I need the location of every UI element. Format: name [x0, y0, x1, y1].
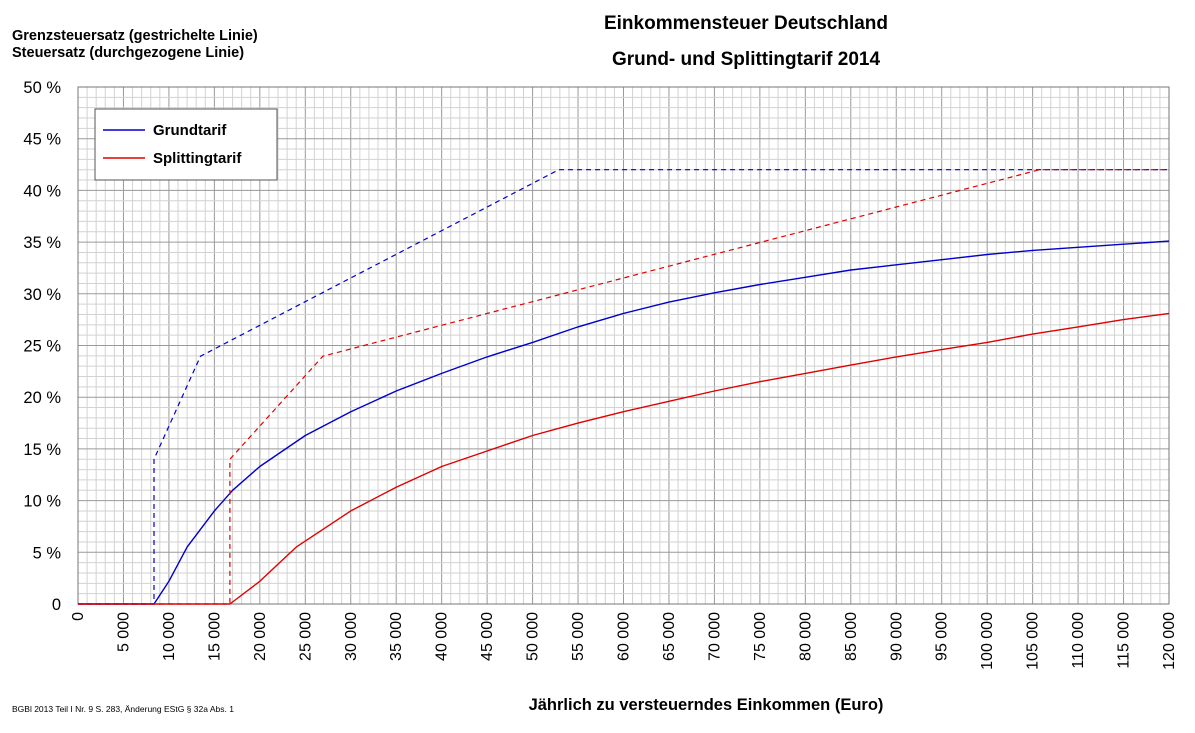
- y-label-marginal-rate: Grenzsteuersatz (gestrichelte Linie): [12, 28, 258, 44]
- x-tick-label: 120 000: [1161, 612, 1178, 670]
- x-tick-label: 100 000: [979, 612, 996, 670]
- x-tick-label: 110 000: [1070, 612, 1087, 669]
- chart-grid: [77, 86, 1170, 605]
- x-tick-label: 40 000: [434, 612, 451, 661]
- x-tick-label: 60 000: [616, 612, 633, 661]
- x-tick-label: 115 000: [1116, 612, 1133, 669]
- x-tick-label: 90 000: [888, 612, 905, 661]
- series-line-average-splittingtarif: [78, 312, 1170, 605]
- x-tick-label: 65 000: [661, 612, 678, 661]
- y-tick-label: 30 %: [23, 286, 61, 304]
- x-tick-label: 15 000: [206, 612, 223, 661]
- series-layer: [78, 169, 1170, 605]
- plot-frame: [77, 86, 1170, 605]
- y-tick-label: 35 %: [23, 234, 61, 252]
- x-tick-label: 0: [70, 612, 87, 621]
- y-tick-label: 50 %: [23, 79, 61, 97]
- chart-title: Einkommensteuer Deutschland: [604, 13, 888, 34]
- x-tick-label: 55 000: [570, 612, 587, 661]
- x-tick-label: 85 000: [843, 612, 860, 661]
- chart-legend: Grundtarif Splittingtarif: [94, 108, 278, 181]
- legend-box: [94, 108, 278, 181]
- legend-label-grundtarif: Grundtarif: [153, 122, 227, 139]
- y-tick-label: 20 %: [23, 389, 61, 407]
- x-tick-label: 30 000: [343, 612, 360, 661]
- series-line-average-grundtarif: [78, 240, 1170, 605]
- y-tick-label: 25 %: [23, 338, 61, 356]
- source-note: BGBl 2013 Teil I Nr. 9 S. 283, Änderung …: [12, 704, 234, 714]
- x-tick-label: 10 000: [161, 612, 178, 661]
- y-tick-label: 15 %: [23, 441, 61, 459]
- legend-label-splittingtarif: Splittingtarif: [153, 150, 242, 167]
- x-tick-label: 95 000: [934, 612, 951, 661]
- x-tick-label: 5 000: [115, 612, 132, 652]
- x-axis-ticks: 0 5 000 10 000 15 000 20 000 25 000 30 000 35 0…: [70, 612, 1178, 670]
- x-tick-label: 45 000: [479, 612, 496, 661]
- y-tick-label: 10 %: [23, 493, 61, 511]
- chart-subtitle: Grund- und Splittingtarif 2014: [612, 49, 881, 70]
- x-tick-label: 50 000: [525, 612, 542, 661]
- y-tick-label: 5 %: [33, 544, 62, 562]
- x-tick-label: 80 000: [797, 612, 814, 661]
- x-tick-label: 75 000: [752, 612, 769, 661]
- y-tick-label: 45 %: [23, 131, 61, 149]
- y-tick-label: 0: [52, 596, 61, 614]
- x-tick-label: 70 000: [706, 612, 723, 661]
- x-axis-label: Jährlich zu versteuerndes Einkommen (Eur…: [529, 696, 884, 714]
- x-tick-label: 35 000: [388, 612, 405, 661]
- y-axis-ticks: 0 5 % 10 % 15 % 20 % 25 % 30 % 35 % 40 % 45 % 50 %: [23, 79, 61, 614]
- y-tick-label: 40 %: [23, 182, 61, 200]
- x-tick-label: 25 000: [297, 612, 314, 661]
- x-tick-label: 20 000: [252, 612, 269, 661]
- x-tick-label: 105 000: [1025, 612, 1042, 670]
- y-label-average-rate: Steuersatz (durchgezogene Linie): [12, 45, 244, 61]
